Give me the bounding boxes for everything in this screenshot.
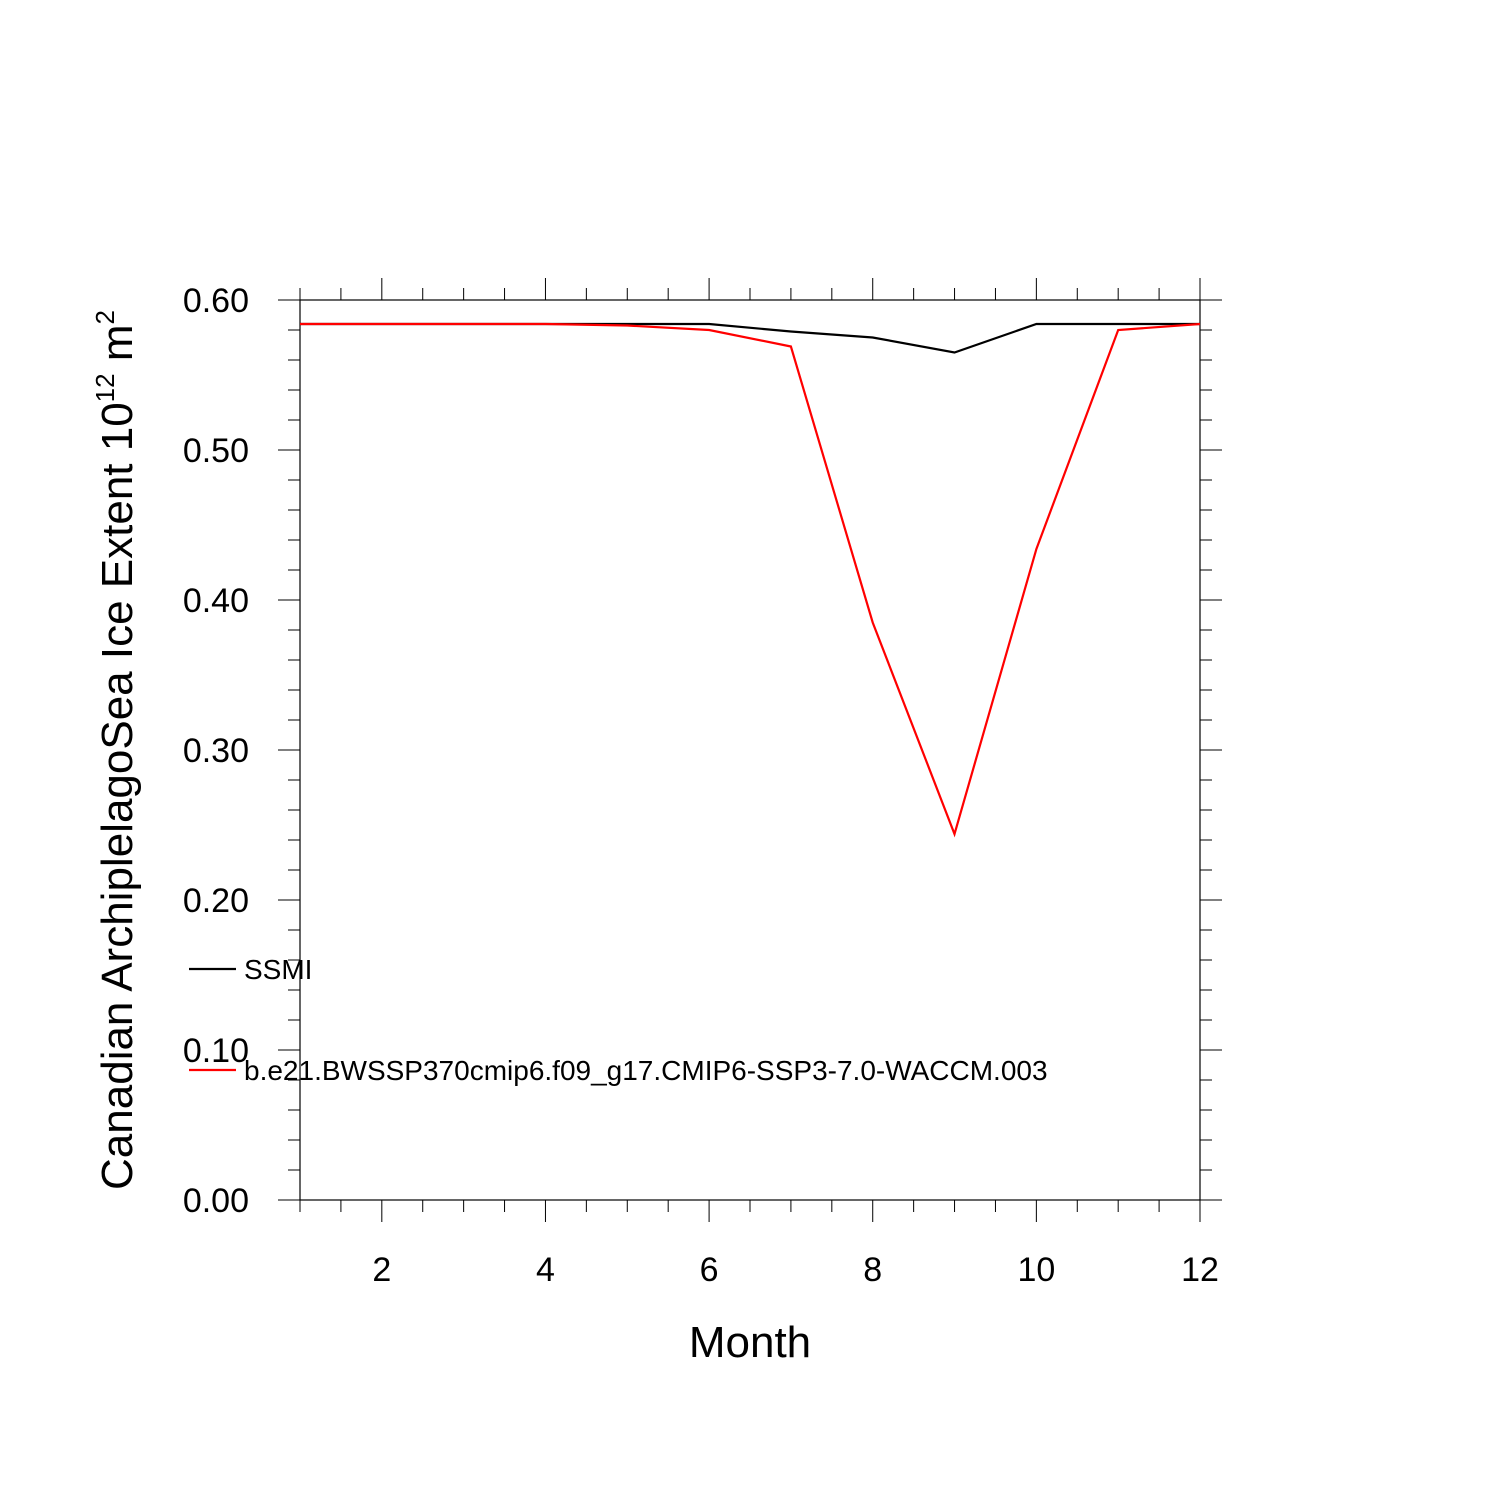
legend-label-1: SSMI bbox=[244, 954, 312, 985]
y-tick-label: 0.10 bbox=[183, 1032, 249, 1070]
y-tick-label: 0.20 bbox=[183, 882, 249, 920]
y-tick-label: 0.60 bbox=[183, 282, 249, 320]
y-tick-label: 0.00 bbox=[183, 1182, 249, 1220]
y-tick-label: 0.50 bbox=[183, 432, 249, 470]
y-axis-title-main: Canadian ArchiplelagoSea Ice Extent 10 bbox=[93, 402, 142, 1190]
x-tick-label: 6 bbox=[700, 1251, 719, 1289]
x-tick-label: 12 bbox=[1181, 1251, 1219, 1289]
x-tick-labels: 2 4 6 8 10 12 bbox=[372, 1251, 1219, 1289]
x-tick-label: 10 bbox=[1017, 1251, 1055, 1289]
series-lines bbox=[300, 322, 1201, 838]
y-tick-labels: 0.00 0.10 0.20 0.30 0.40 0.50 0.60 bbox=[183, 282, 249, 1220]
y-tick-label: 0.30 bbox=[183, 732, 249, 770]
legend-label-2: b.e21.BWSSP370cmip6.f09_g17.CMIP6-SSP3-7… bbox=[244, 1055, 1048, 1086]
x-axis-title: Month bbox=[689, 1318, 811, 1367]
x-tick-label: 4 bbox=[536, 1251, 555, 1289]
y-axis-title-exponent: 12 bbox=[90, 373, 120, 402]
y-axis-title: Canadian ArchiplelagoSea Ice Extent 1012… bbox=[90, 310, 142, 1190]
y-axis-title-unit: m bbox=[93, 324, 142, 373]
legend: SSMI b.e21.BWSSP370cmip6.f09_g17.CMIP6-SS… bbox=[189, 954, 1048, 1086]
plot-frame bbox=[299, 299, 1201, 1201]
y-axis-title-unit-exponent: 2 bbox=[90, 310, 120, 324]
x-tick-label: 2 bbox=[372, 1251, 391, 1289]
series-line-2 bbox=[300, 322, 1201, 838]
y-tick-label: 0.40 bbox=[183, 582, 249, 620]
x-tick-label: 8 bbox=[863, 1251, 882, 1289]
axis-ticks bbox=[278, 278, 1222, 1222]
